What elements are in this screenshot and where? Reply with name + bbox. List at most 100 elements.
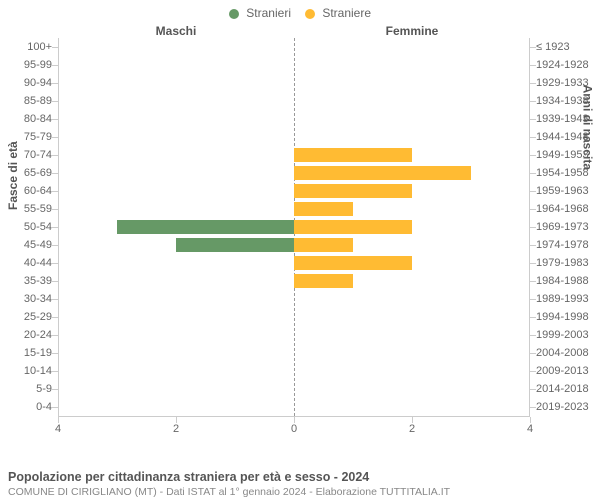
x-axis: 42024 — [58, 416, 530, 439]
age-label: 65-69 — [0, 167, 52, 179]
birth-label: 1964-1968 — [536, 203, 600, 215]
row-80-84: 80-841939-1943 — [58, 110, 530, 128]
age-label: 25-29 — [0, 311, 52, 323]
birth-label: 1944-1948 — [536, 131, 600, 143]
birth-label: 2009-2013 — [536, 365, 600, 377]
birth-label: 2004-2008 — [536, 347, 600, 359]
age-label: 35-39 — [0, 275, 52, 287]
row-90-94: 90-941929-1933 — [58, 74, 530, 92]
row-25-29: 25-291994-1998 — [58, 308, 530, 326]
birth-label: 1929-1933 — [536, 77, 600, 89]
x-tick-label: 4 — [527, 423, 533, 435]
tick-left — [52, 371, 58, 372]
bar-male — [117, 220, 294, 234]
birth-label: 1979-1983 — [536, 257, 600, 269]
birth-label: 1989-1993 — [536, 293, 600, 305]
tick-left — [52, 65, 58, 66]
row-50-54: 50-541969-1973 — [58, 218, 530, 236]
row-65-69: 65-691954-1958 — [58, 164, 530, 182]
birth-label: 2019-2023 — [536, 401, 600, 413]
birth-label: 1974-1978 — [536, 239, 600, 251]
population-pyramid: Stranieri Straniere Maschi Femmine Fasce… — [0, 0, 600, 500]
chart-area: 100+≤ 192395-991924-192890-941929-193385… — [58, 38, 530, 416]
birth-label: 2014-2018 — [536, 383, 600, 395]
birth-label: ≤ 1923 — [536, 41, 600, 53]
birth-label: 1999-2003 — [536, 329, 600, 341]
legend-label-male: Stranieri — [246, 6, 291, 20]
bar-female — [294, 274, 353, 288]
tick-left — [52, 101, 58, 102]
legend-label-female: Straniere — [322, 6, 371, 20]
bar-female — [294, 148, 412, 162]
tick-left — [52, 281, 58, 282]
row-5-9: 5-92014-2018 — [58, 380, 530, 398]
age-label: 75-79 — [0, 131, 52, 143]
x-tick-label: 0 — [291, 423, 297, 435]
age-label: 60-64 — [0, 185, 52, 197]
age-label: 10-14 — [0, 365, 52, 377]
tick-left — [52, 119, 58, 120]
age-label: 95-99 — [0, 59, 52, 71]
age-label: 30-34 — [0, 293, 52, 305]
row-15-19: 15-192004-2008 — [58, 344, 530, 362]
x-tick-label: 4 — [55, 423, 61, 435]
birth-label: 1984-1988 — [536, 275, 600, 287]
tick-left — [52, 407, 58, 408]
tick-left — [52, 83, 58, 84]
tick-left — [52, 155, 58, 156]
chart-title: Popolazione per cittadinanza straniera p… — [8, 470, 592, 484]
row-40-44: 40-441979-1983 — [58, 254, 530, 272]
birth-label: 1924-1928 — [536, 59, 600, 71]
bar-female — [294, 184, 412, 198]
tick-left — [52, 227, 58, 228]
row-0-4: 0-42019-2023 — [58, 398, 530, 416]
birth-label: 1939-1943 — [536, 113, 600, 125]
row-100+: 100+≤ 1923 — [58, 38, 530, 56]
row-20-24: 20-241999-2003 — [58, 326, 530, 344]
tick-left — [52, 317, 58, 318]
row-75-79: 75-791944-1948 — [58, 128, 530, 146]
legend-swatch-female — [305, 9, 315, 19]
birth-label: 1969-1973 — [536, 221, 600, 233]
age-label: 40-44 — [0, 257, 52, 269]
age-label: 55-59 — [0, 203, 52, 215]
tick-left — [52, 209, 58, 210]
age-label: 80-84 — [0, 113, 52, 125]
header-male: Maschi — [58, 24, 294, 38]
bar-female — [294, 220, 412, 234]
age-label: 70-74 — [0, 149, 52, 161]
age-label: 100+ — [0, 41, 52, 53]
age-label: 50-54 — [0, 221, 52, 233]
tick-left — [52, 335, 58, 336]
tick-left — [52, 137, 58, 138]
tick-left — [52, 245, 58, 246]
tick-left — [52, 173, 58, 174]
column-headers: Maschi Femmine — [0, 24, 600, 38]
age-label: 90-94 — [0, 77, 52, 89]
tick-left — [52, 191, 58, 192]
birth-label: 1994-1998 — [536, 311, 600, 323]
row-60-64: 60-641959-1963 — [58, 182, 530, 200]
legend: Stranieri Straniere — [0, 0, 600, 20]
bar-female — [294, 238, 353, 252]
tick-left — [52, 299, 58, 300]
birth-label: 1959-1963 — [536, 185, 600, 197]
row-70-74: 70-741949-1953 — [58, 146, 530, 164]
legend-item-female: Straniere — [305, 6, 371, 20]
row-85-89: 85-891934-1938 — [58, 92, 530, 110]
birth-label: 1934-1938 — [536, 95, 600, 107]
tick-left — [52, 263, 58, 264]
x-tick-label: 2 — [173, 423, 179, 435]
tick-left — [52, 47, 58, 48]
legend-item-male: Stranieri — [229, 6, 291, 20]
row-95-99: 95-991924-1928 — [58, 56, 530, 74]
row-10-14: 10-142009-2013 — [58, 362, 530, 380]
age-label: 0-4 — [0, 401, 52, 413]
age-label: 45-49 — [0, 239, 52, 251]
header-female: Femmine — [294, 24, 530, 38]
age-label: 5-9 — [0, 383, 52, 395]
age-label: 20-24 — [0, 329, 52, 341]
row-35-39: 35-391984-1988 — [58, 272, 530, 290]
birth-label: 1949-1953 — [536, 149, 600, 161]
bar-male — [176, 238, 294, 252]
